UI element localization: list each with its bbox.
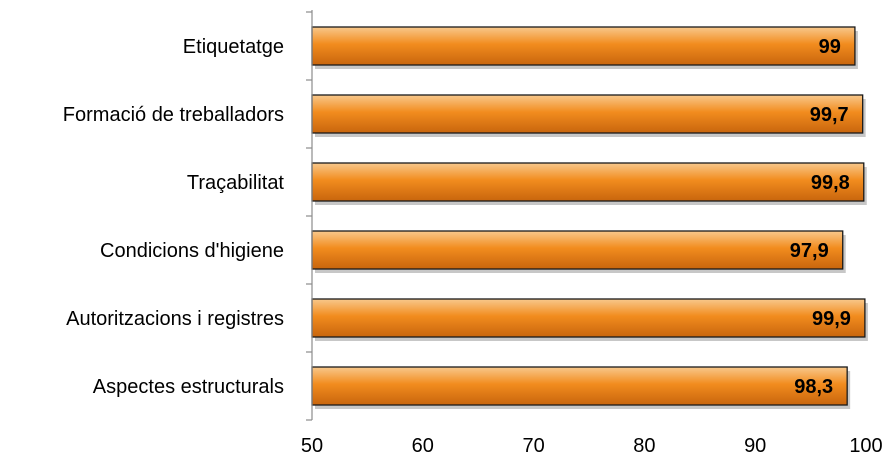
value-label-3: 99,8 (811, 172, 850, 194)
category-label-4: Condicions d'higiene (100, 240, 284, 262)
bar-4 (311, 230, 844, 270)
value-label-2: 99,7 (810, 104, 849, 126)
category-label-3: Traçabilitat (187, 172, 285, 194)
bar-5 (311, 298, 866, 338)
x-tick-label-60: 60 (412, 435, 434, 457)
axis-layer (306, 10, 313, 421)
x-tick-label-100: 100 (849, 435, 882, 457)
value-label-5: 99,9 (812, 308, 851, 330)
x-tick-label-90: 90 (744, 435, 766, 457)
x-tick-label-70: 70 (522, 435, 544, 457)
category-label-2: Formació de treballadors (63, 104, 284, 126)
bar-1 (311, 26, 856, 66)
bar-6 (311, 366, 848, 406)
x-tick-label-80: 80 (633, 435, 655, 457)
value-label-1: 99 (819, 36, 841, 58)
category-label-6: Aspectes estructurals (93, 376, 284, 398)
value-label-4: 97,9 (790, 240, 829, 262)
bar-3 (311, 162, 865, 202)
category-label-5: Autoritzacions i registres (66, 308, 284, 330)
bar-2 (311, 94, 864, 134)
category-label-1: Etiquetatge (183, 36, 284, 58)
x-tick-label-50: 50 (301, 435, 323, 457)
labels-layer: 99 Etiquetatge 99,7 Formació de treballador… (63, 36, 883, 457)
bars-layer (311, 26, 868, 409)
value-label-6: 98,3 (794, 376, 833, 398)
